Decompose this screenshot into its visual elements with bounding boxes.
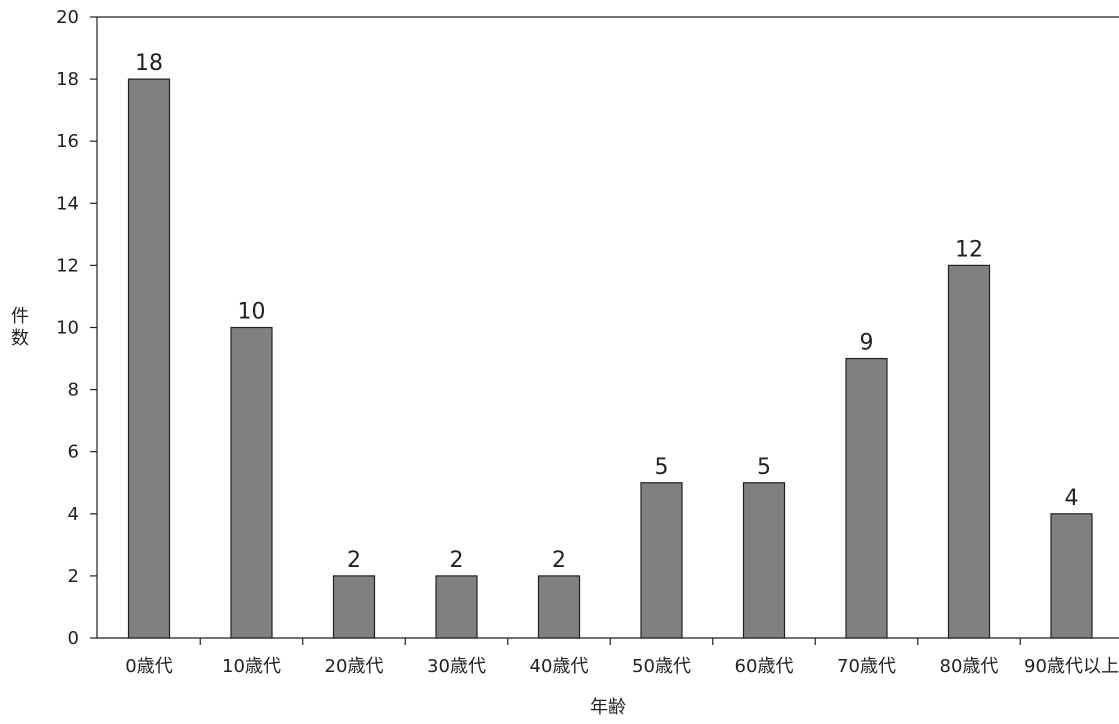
- bar-value-label: 2: [552, 548, 566, 573]
- bar: [845, 357, 888, 639]
- x-tick-label: 90歳代以上: [1024, 656, 1119, 677]
- bar: [537, 575, 581, 639]
- y-tick-label: 10: [56, 318, 79, 339]
- x-tick-label: 50歳代: [632, 656, 691, 677]
- y-axis-title-char: 数: [11, 328, 29, 349]
- x-tick-label: 30歳代: [427, 656, 486, 677]
- bar-value-label: 4: [1065, 486, 1079, 511]
- y-tick-label: 16: [56, 131, 79, 152]
- y-tick-label: 20: [56, 7, 79, 28]
- y-tick-label: 2: [68, 566, 79, 587]
- bar: [640, 482, 683, 639]
- bar-value-label: 5: [757, 455, 771, 480]
- y-axis-ticks: 0 2 4 6 8 10 12 14 16 18 20: [56, 7, 97, 649]
- x-axis-tick-labels: 0歳代 10歳代 20歳代 30歳代 40歳代 50歳代 60歳代 70歳代 80歳代 90歳代以…: [125, 638, 1119, 677]
- bar-value-label: 18: [135, 51, 163, 76]
- y-tick-label: 8: [68, 380, 79, 401]
- bar: [127, 78, 171, 639]
- data-labels: 18 10 2 2 2 5 5 9 12 4: [135, 51, 1079, 573]
- bar: [1050, 513, 1093, 639]
- y-tick-label: 0: [68, 628, 79, 649]
- bar: [230, 326, 273, 639]
- y-tick-label: 4: [68, 504, 79, 525]
- x-tick-label: 70歳代: [837, 656, 896, 677]
- y-tick-label: 12: [56, 255, 79, 276]
- x-axis-title: 年齢: [590, 697, 626, 718]
- x-tick-label: 80歳代: [940, 656, 999, 677]
- bar: [947, 264, 991, 639]
- bars: [127, 78, 1093, 639]
- y-tick-label: 18: [56, 69, 79, 90]
- bar-value-label: 2: [450, 548, 464, 573]
- bar-value-label: 12: [955, 237, 983, 262]
- x-tick-label: 20歳代: [325, 656, 384, 677]
- bar: [435, 575, 478, 639]
- bar: [332, 575, 376, 639]
- bar-value-label: 10: [238, 300, 266, 325]
- bar-value-label: 5: [655, 455, 669, 480]
- y-axis-title: 件数: [11, 306, 29, 349]
- x-tick-label: 0歳代: [125, 656, 172, 677]
- y-axis-title-char: 件: [11, 306, 29, 327]
- x-tick-label: 10歳代: [222, 656, 281, 677]
- y-tick-label: 14: [56, 193, 79, 214]
- x-tick-label: 60歳代: [735, 656, 794, 677]
- bar-value-label: 2: [347, 548, 361, 573]
- x-tick-label: 40歳代: [530, 656, 589, 677]
- y-tick-label: 6: [68, 442, 79, 463]
- bar-value-label: 9: [860, 331, 874, 356]
- bar: [742, 482, 786, 639]
